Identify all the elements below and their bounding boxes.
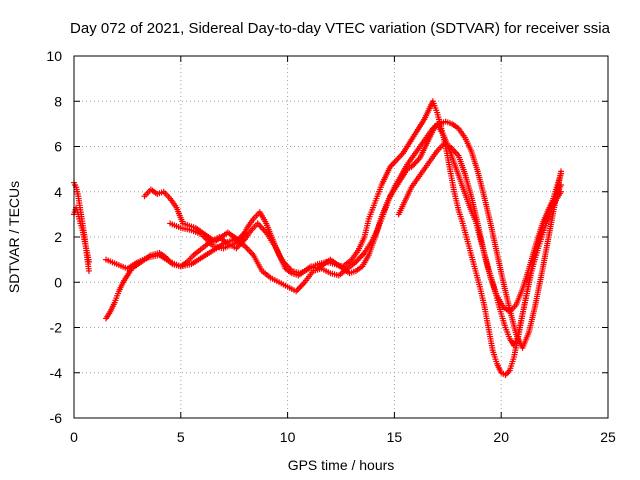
x-tick-label: 20 xyxy=(493,429,509,445)
grid xyxy=(73,55,609,419)
y-tick-label: -6 xyxy=(50,410,63,426)
y-tick-labels: -6 -4 -2 0 2 4 6 8 10 xyxy=(46,48,62,426)
series-5 xyxy=(167,220,248,252)
data-point xyxy=(85,267,92,274)
y-tick-label: 10 xyxy=(46,48,62,64)
x-tick-label: 10 xyxy=(280,429,296,445)
y-tick-label: 2 xyxy=(54,229,62,245)
x-tick-label: 5 xyxy=(177,429,185,445)
y-tick-label: -2 xyxy=(50,320,63,336)
x-tick-label: 25 xyxy=(600,429,616,445)
y-tick-label: 0 xyxy=(54,274,62,290)
y-tick-label: -4 xyxy=(50,365,63,381)
y-tick-label: 4 xyxy=(54,184,62,200)
x-tick-label: 15 xyxy=(387,429,403,445)
chart-title: Day 072 of 2021, Sidereal Day-to-day VTE… xyxy=(70,20,611,37)
y-tick-label: 8 xyxy=(54,93,62,109)
data-point xyxy=(241,229,248,236)
series-4 xyxy=(141,118,565,351)
data-point xyxy=(558,181,565,188)
x-tick-label: 0 xyxy=(70,429,78,445)
y-axis-label: SDTVAR / TECUs xyxy=(6,181,22,293)
data-point xyxy=(85,258,92,265)
series-3 xyxy=(103,120,565,349)
plot-frame xyxy=(73,55,609,419)
data-point xyxy=(558,168,565,175)
x-tick-labels: 0 5 10 15 20 25 xyxy=(70,429,616,445)
y-tick-label: 6 xyxy=(54,139,62,155)
x-axis-label: GPS time / hours xyxy=(288,457,395,473)
series-6 xyxy=(395,141,565,315)
data-points xyxy=(71,98,565,379)
